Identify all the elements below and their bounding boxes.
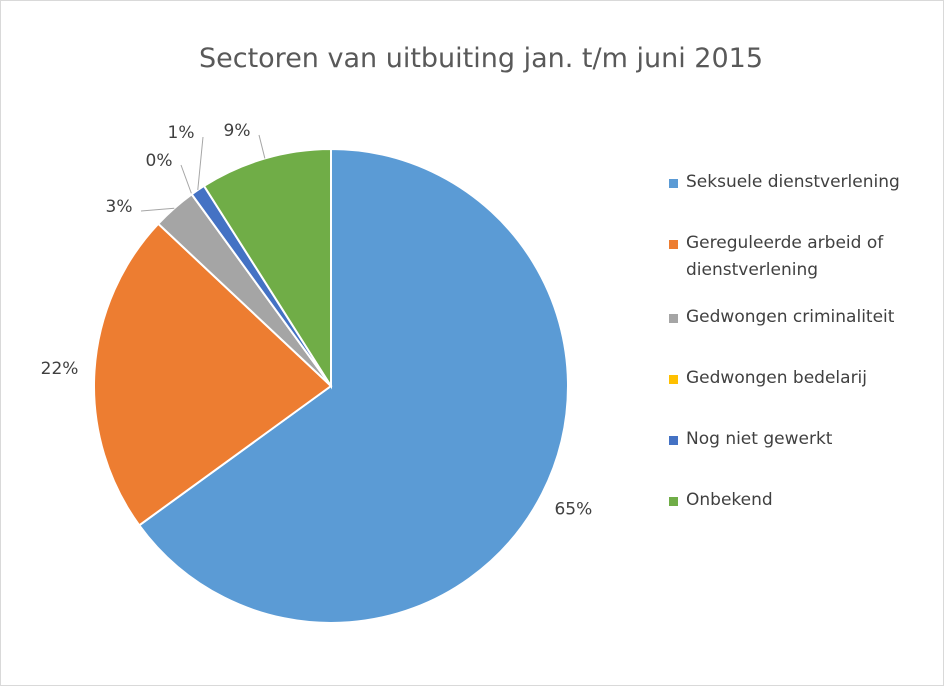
legend-swatch — [669, 179, 678, 188]
pie-slice — [202, 147, 332, 390]
leader-line — [197, 136, 204, 191]
legend-label: Nog niet gewerkt — [686, 429, 833, 449]
chart-title: Sectoren van uitbuiting jan. t/m juni 20… — [199, 43, 763, 74]
leader-line — [180, 164, 193, 195]
legend-item: Gedwongen bedelarij — [665, 365, 940, 392]
legend-swatch — [669, 436, 678, 445]
legend-item: Onbekend — [665, 487, 940, 514]
legend-item: Nog niet gewerkt — [665, 426, 940, 453]
data-label: 9% — [224, 121, 251, 141]
data-label: 3% — [106, 197, 133, 217]
legend-label: Seksuele dienstverlening — [686, 172, 900, 192]
pie-slice — [137, 147, 569, 624]
legend-swatch — [669, 240, 678, 249]
legend-swatch — [669, 497, 678, 506]
legend-item: Gedwongen criminaliteit — [665, 304, 940, 331]
legend-item: Gereguleerde arbeid of dienstverlening — [665, 230, 940, 284]
legend-label: Gedwongen criminaliteit — [686, 307, 895, 327]
legend-swatch — [669, 375, 678, 384]
legend-item: Seksuele dienstverlening — [665, 169, 940, 196]
data-label: 22% — [41, 359, 79, 379]
leader-line — [258, 134, 266, 159]
pie-slice — [93, 222, 333, 527]
legend: Seksuele dienstverlening Gereguleerde arb… — [665, 169, 940, 548]
legend-label: Gereguleerde arbeid of dienstverlening — [686, 233, 884, 280]
legend-label: Onbekend — [686, 490, 773, 510]
data-label: 0% — [146, 151, 173, 171]
legend-swatch — [669, 314, 678, 323]
data-label: 65% — [554, 499, 592, 519]
data-label: 1% — [168, 123, 195, 143]
legend-label: Gedwongen bedelarij — [686, 368, 868, 388]
leader-line — [140, 207, 175, 212]
